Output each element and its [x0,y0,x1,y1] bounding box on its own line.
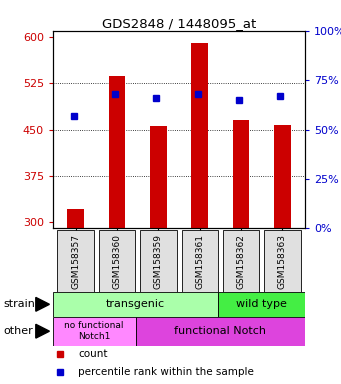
Text: no functional
Notch1: no functional Notch1 [64,321,124,341]
Bar [223,230,259,292]
Bar [191,43,208,384]
Polygon shape [36,297,49,311]
Text: wild type: wild type [236,299,287,310]
Bar [140,230,177,292]
Bar [53,317,136,346]
Text: functional Notch: functional Notch [174,326,266,336]
Title: GDS2848 / 1448095_at: GDS2848 / 1448095_at [102,17,256,30]
Bar [264,230,301,292]
Bar [109,76,125,384]
Text: strain: strain [3,299,35,310]
Text: percentile rank within the sample: percentile rank within the sample [78,366,254,377]
Bar [136,317,305,346]
Bar [53,292,218,317]
Bar [181,230,218,292]
Bar [57,230,94,292]
Text: count: count [78,349,108,359]
Text: GSM158363: GSM158363 [278,234,287,289]
Polygon shape [36,324,49,338]
Text: transgenic: transgenic [106,299,165,310]
Text: other: other [3,326,33,336]
Bar [233,120,249,384]
Text: GSM158357: GSM158357 [71,234,80,289]
Bar [150,126,167,384]
Bar [274,125,291,384]
Text: GSM158362: GSM158362 [237,234,246,289]
Text: GSM158359: GSM158359 [154,234,163,289]
Bar [67,209,84,384]
Text: GSM158361: GSM158361 [195,234,204,289]
Text: GSM158360: GSM158360 [113,234,121,289]
Bar [99,230,135,292]
Bar [218,292,305,317]
